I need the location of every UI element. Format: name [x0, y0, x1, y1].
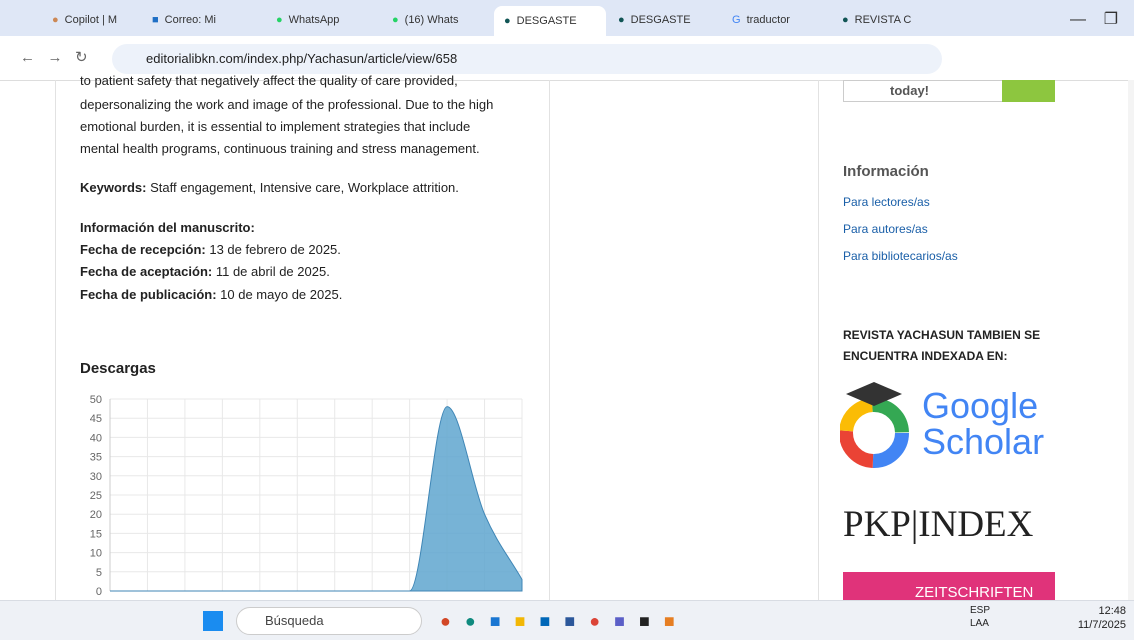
manuscript-heading: Información del manuscrito: — [80, 220, 255, 235]
y-tick-label: 30 — [90, 471, 102, 483]
chart-title: Descargas — [80, 360, 156, 377]
address-bar[interactable]: editorialibkn.com/index.php/Yachasun/art… — [112, 44, 942, 74]
abstract-line: to patient safety that negatively affect… — [80, 73, 458, 88]
logo-text: Scholar — [922, 424, 1044, 460]
tab[interactable]: ●(16) Whats — [392, 8, 484, 32]
y-tick-label: 0 — [96, 586, 102, 598]
area — [110, 407, 522, 591]
y-tick-label: 45 — [90, 413, 102, 425]
screen: ●Copilot | M ■Correo: Mi ●WhatsApp ●(16)… — [0, 0, 1134, 639]
date-row: Fecha de recepción: 13 de febrero de 202… — [80, 242, 341, 257]
button-label: today! — [890, 83, 929, 98]
link[interactable]: Para autores/as — [843, 222, 928, 236]
pkp-logo: PKP|INDEX — [843, 503, 1033, 546]
window-controls[interactable]: — ❐ ✕ — [1070, 9, 1134, 29]
y-tick-label: 35 — [90, 452, 102, 464]
date-label: Fecha de publicación: — [80, 287, 217, 302]
tab[interactable]: ■Correo: Mi — [152, 8, 244, 32]
tab[interactable]: ●Copilot | M — [52, 8, 144, 32]
tab-title: Copilot | M — [65, 14, 117, 26]
scrollbar[interactable] — [1128, 80, 1134, 600]
zeitschriften-logo: ZEITSCHRIFTEN — [843, 572, 1055, 600]
tab-title: DESGASTE — [517, 15, 577, 27]
y-tick-label: 5 — [96, 567, 102, 579]
y-tick-label: 40 — [90, 432, 102, 444]
cap — [846, 382, 902, 406]
date-value: 13 de febrero de 2025. — [209, 242, 341, 257]
tab[interactable]: ●DESGASTE — [618, 8, 714, 32]
y-tick-label: 50 — [90, 394, 102, 406]
divider — [818, 80, 819, 600]
start-button[interactable] — [203, 611, 223, 631]
tab-title: traductor — [747, 14, 790, 26]
info-heading: Información — [843, 163, 929, 180]
date-value: 10 de mayo de 2025. — [220, 287, 342, 302]
page: Yachasun article {"browser": {"tabs": ["… — [0, 0, 1134, 639]
indexed-line: ENCUENTRA INDEXADA EN: — [843, 349, 1007, 363]
divider — [55, 80, 56, 600]
tab-title: DESGASTE — [631, 14, 691, 26]
pinned-apps[interactable]: ●●■■■■●■■■ — [440, 611, 689, 632]
date-label: Fecha de recepción: — [80, 242, 206, 257]
tab-active[interactable]: ●DESGASTE — [494, 6, 606, 36]
date-row: Fecha de publicación: 10 de mayo de 2025… — [80, 287, 342, 302]
search-box[interactable]: Búsqueda — [236, 607, 422, 635]
date-value: 11 de abril de 2025. — [216, 264, 330, 279]
y-tick-label: 15 — [90, 528, 102, 540]
y-tick-label: 10 — [90, 548, 102, 560]
link[interactable]: Para bibliotecarios/as — [843, 249, 958, 263]
tab[interactable]: ●WhatsApp — [276, 8, 368, 32]
logo-text: Google — [922, 388, 1038, 424]
lang-layout: LAA — [970, 617, 990, 630]
indexed-line: REVISTA YACHASUN TAMBIEN SE — [843, 328, 1040, 342]
keywords: Keywords: Staff engagement, Intensive ca… — [80, 180, 459, 195]
y-tick-label: 25 — [90, 490, 102, 502]
tab-strip: ●Copilot | M ■Correo: Mi ●WhatsApp ●(16)… — [0, 0, 1134, 36]
logo-text: ZEITSCHRIFTEN — [915, 584, 1033, 600]
keywords-text: Staff engagement, Intensive care, Workpl… — [150, 180, 459, 195]
link[interactable]: Para lectores/as — [843, 195, 930, 209]
abstract-line: depersonalizing the work and image of th… — [80, 97, 493, 112]
abstract-line: emotional burden, it is essential to imp… — [80, 119, 470, 134]
lang-code: ESP — [970, 604, 990, 617]
tab-title: Correo: Mi — [165, 14, 216, 26]
divider — [549, 80, 550, 600]
tab[interactable]: ●REVISTA C — [842, 8, 934, 32]
subscribe-button[interactable]: today! — [843, 80, 1055, 102]
search-text: Búsqueda — [265, 613, 324, 628]
date: 11/7/2025 — [1076, 618, 1126, 632]
scholar-icon — [840, 378, 910, 468]
y-tick-label: 20 — [90, 509, 102, 521]
downloads-chart: 0 5 10 15 20 25 30 35 40 45 50 — [80, 390, 530, 600]
keywords-label: Keywords: — [80, 180, 146, 195]
nav-buttons[interactable]: ← → ↻ — [20, 48, 88, 66]
date-row: Fecha de aceptación: 11 de abril de 2025… — [80, 264, 330, 279]
date-label: Fecha de aceptación: — [80, 264, 212, 279]
button-accent — [1002, 80, 1055, 102]
tab-title: WhatsApp — [289, 14, 340, 26]
time: 12:48 — [1076, 604, 1126, 618]
tab-title: REVISTA C — [855, 14, 912, 26]
abstract-line: mental health programs, continuous train… — [80, 141, 480, 156]
tab-title: (16) Whats — [405, 14, 459, 26]
